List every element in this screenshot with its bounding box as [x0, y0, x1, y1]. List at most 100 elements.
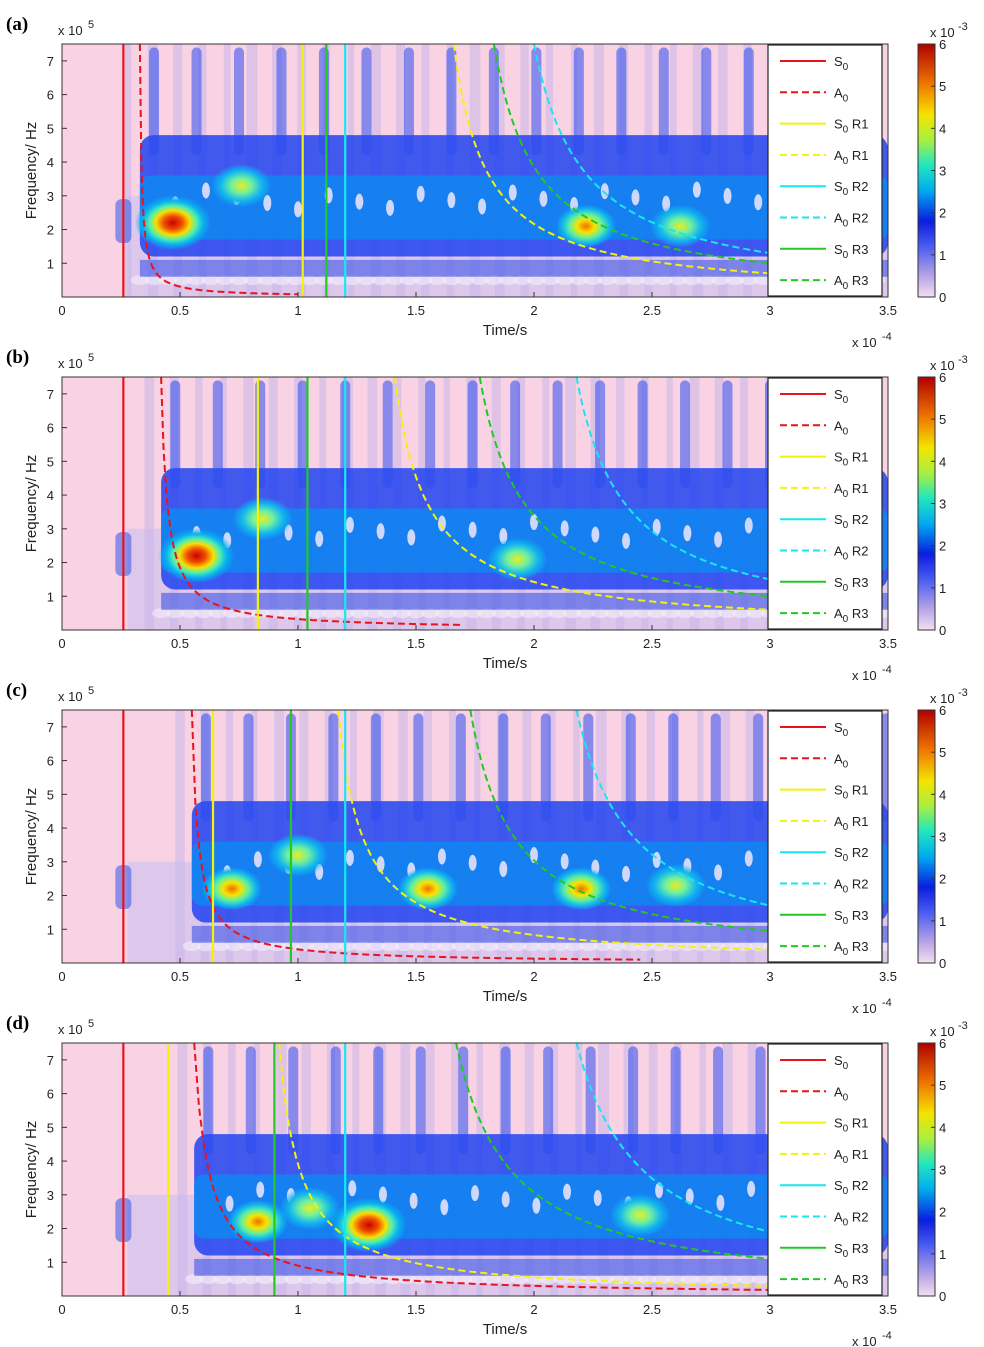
finger — [212, 380, 223, 489]
noise-blob — [661, 608, 680, 619]
finger — [498, 713, 509, 822]
colorbar-tick-label: 2 — [939, 539, 946, 554]
legend-entry: S0 R3 — [834, 1241, 868, 1260]
colorbar-tick-label: 2 — [939, 872, 946, 887]
plot-frame — [61, 43, 889, 298]
band-hole — [716, 1194, 725, 1211]
x-tick-label: 1 — [294, 303, 301, 318]
noise-blob — [409, 941, 428, 952]
x-tick-label: 0.5 — [171, 303, 189, 318]
legend: S0 A0 S0 R1 A0 R1 S0 R2 A0 R2 S0 R3 A0 R3 — [767, 1043, 883, 1296]
x-axis-label: Time/s — [483, 988, 527, 1005]
noise-blob — [366, 941, 385, 952]
heatmap — [115, 1043, 888, 1296]
band-hole — [355, 193, 364, 210]
x-tick-label: 1 — [294, 1302, 301, 1317]
x-tick-label: 3 — [766, 303, 773, 318]
noise-blob — [706, 941, 725, 952]
hotspot — [268, 833, 328, 877]
a-curve-a0-r3 — [478, 377, 771, 598]
band-hole — [744, 517, 753, 534]
finger — [668, 713, 679, 822]
band-hole — [468, 854, 477, 871]
colorbar-exponent: x 10 — [930, 358, 955, 373]
colorbar-exponent: x 10 — [930, 1024, 955, 1039]
legend-entry: S0 R3 — [834, 575, 868, 594]
y-exponent-power: 5 — [88, 19, 94, 31]
y-axis-label: Frequency/ Hz — [23, 788, 40, 886]
legend-entry: S0 R2 — [834, 179, 868, 198]
heatmap — [115, 44, 888, 297]
band-hole — [622, 532, 631, 549]
x-tick-label: 2.5 — [643, 1302, 661, 1317]
noise-blob — [647, 608, 666, 619]
colorbar-exponent-power: -3 — [958, 354, 968, 366]
noise-blob — [437, 941, 456, 952]
noise-blob — [676, 608, 695, 619]
band-hole — [471, 1185, 479, 1202]
y-exponent: x 10 — [58, 356, 83, 371]
finger — [370, 713, 381, 822]
noise-blob — [468, 1274, 487, 1285]
x-tick-label: 1 — [294, 969, 301, 984]
noise-blob — [298, 1274, 317, 1285]
a-curve-a0-r2 — [575, 710, 771, 907]
x-tick-label: 3.5 — [879, 1302, 897, 1317]
noise-blob — [565, 941, 584, 952]
noise-blob — [690, 608, 709, 619]
finger — [297, 380, 308, 489]
a-curve-a0-r2 — [575, 377, 771, 581]
finger — [595, 380, 606, 489]
noise-blob — [399, 275, 418, 286]
finger — [625, 713, 636, 822]
colorbar-tick-label: 3 — [939, 830, 946, 845]
y-axis-label: Frequency/ Hz — [23, 122, 40, 220]
colorbar-tick-label: 0 — [939, 290, 946, 305]
y-tick-label: 2 — [47, 889, 54, 904]
x-tick-label: 3.5 — [879, 969, 897, 984]
finger — [415, 1046, 426, 1155]
hotspot — [610, 1193, 671, 1237]
noise-blob — [296, 941, 315, 952]
finger — [318, 47, 329, 156]
noise-blob — [227, 1274, 246, 1285]
noise-blob — [668, 275, 687, 286]
noise-blob — [584, 275, 602, 286]
legend-entry: A0 R2 — [834, 877, 868, 896]
a-curve-a0-r3 — [455, 1043, 771, 1260]
y-tick-label: 1 — [47, 922, 54, 937]
band-hole — [539, 190, 548, 207]
y-tick-label: 2 — [47, 223, 54, 238]
finger — [276, 47, 287, 156]
x-tick-label: 0 — [58, 969, 65, 984]
colorbar-tick-label: 4 — [939, 454, 946, 469]
band-hole — [253, 851, 262, 868]
finger — [670, 1046, 681, 1155]
finger — [288, 1046, 299, 1155]
band-hole — [407, 529, 416, 546]
noise-blob — [381, 941, 400, 952]
finger — [628, 1046, 639, 1155]
legend-entry: S0 R2 — [834, 1178, 868, 1197]
low-band — [191, 925, 888, 943]
noise-blob — [607, 941, 626, 952]
noise-blob — [215, 275, 234, 286]
finger — [361, 47, 372, 156]
y-tick-label: 5 — [47, 121, 54, 136]
band-hole — [692, 181, 701, 198]
noise-blob — [555, 275, 574, 286]
hotspot — [330, 1197, 407, 1253]
colorbar: 0 1 2 3 4 5 6x 10 -3 — [917, 21, 968, 305]
legend-entry: A0 R2 — [834, 211, 868, 230]
hotspot — [232, 497, 293, 541]
noise-blob — [527, 275, 546, 286]
noise-blob — [440, 1274, 459, 1285]
finger — [583, 713, 594, 822]
noise-blob — [576, 608, 595, 619]
band-hole — [409, 1192, 418, 1209]
y-tick-label: 2 — [47, 1222, 54, 1237]
noise-blob — [364, 608, 383, 619]
noise-blob — [612, 275, 631, 286]
legend-entry: A0 — [834, 418, 849, 437]
band-hole — [256, 1181, 265, 1198]
